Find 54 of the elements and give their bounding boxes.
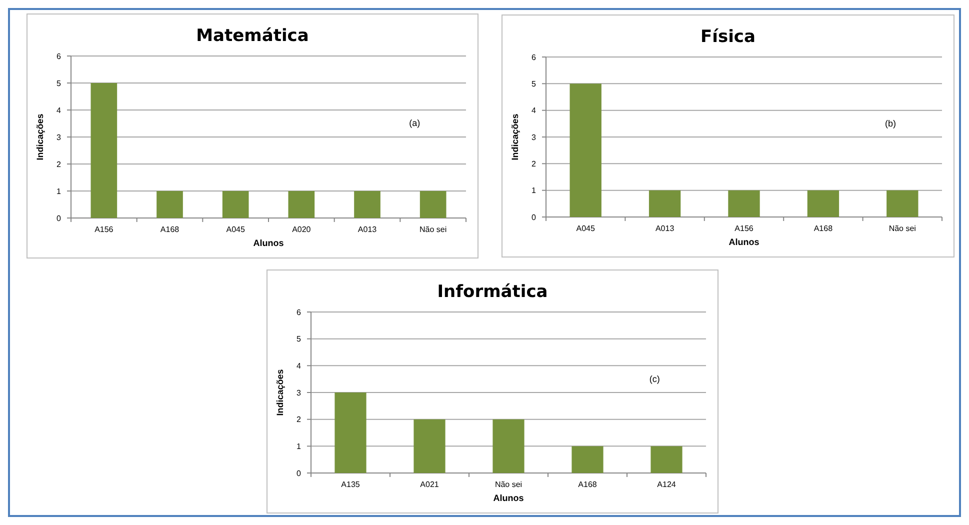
x-tick-label: Não sei — [420, 225, 447, 234]
x-axis-title: Alunos — [493, 493, 524, 503]
chart-title: Física — [700, 27, 756, 47]
x-tick-label: A013 — [655, 224, 675, 233]
bar — [650, 446, 682, 473]
y-tick-label: 2 — [56, 160, 62, 169]
y-tick-label: 0 — [532, 212, 537, 222]
y-tick-label: 3 — [296, 388, 302, 398]
y-tick-label: 4 — [56, 106, 62, 115]
x-axis-title: Alunos — [253, 238, 284, 248]
y-tick-label: 1 — [532, 186, 537, 196]
x-tick-label: A156 — [734, 224, 754, 233]
y-tick-label: 5 — [532, 79, 537, 88]
x-tick-label: A168 — [578, 480, 598, 489]
x-tick-label: Não sei — [494, 480, 522, 489]
y-tick-label: 0 — [296, 468, 302, 478]
y-tick-label: 6 — [56, 52, 62, 61]
annotation: (c) — [649, 374, 660, 384]
x-tick-label: A168 — [814, 224, 834, 233]
chart-title: Matemática — [196, 26, 309, 46]
x-axis-title: Alunos — [728, 237, 760, 247]
y-tick-label: 4 — [296, 361, 302, 370]
chart-title: Informática — [437, 282, 548, 302]
y-tick-label: 2 — [532, 159, 537, 168]
x-tick-label: A124 — [657, 480, 676, 489]
y-tick-label: 0 — [56, 214, 62, 223]
x-tick-label: A168 — [160, 225, 180, 234]
x-tick-label: Não sei — [888, 224, 916, 233]
y-tick-label: 3 — [532, 132, 537, 142]
x-tick-label: A013 — [358, 225, 378, 234]
y-tick-label: 4 — [532, 106, 537, 116]
bar — [492, 419, 524, 473]
y-tick-label: 2 — [296, 415, 302, 424]
x-tick-label: A045 — [226, 225, 246, 234]
y-tick-label: 6 — [532, 52, 537, 62]
y-tick-label: 6 — [296, 308, 302, 317]
y-tick-label: 1 — [296, 442, 302, 451]
x-tick-label: A021 — [420, 480, 440, 489]
y-tick-label: 5 — [56, 78, 62, 88]
bar — [334, 392, 366, 473]
bar — [414, 419, 446, 473]
y-tick-label: 1 — [56, 186, 62, 196]
x-tick-label: A045 — [576, 224, 596, 233]
y-axis-title: Indicações — [35, 114, 45, 160]
y-tick-label: 5 — [296, 334, 302, 344]
y-tick-label: 3 — [56, 132, 62, 142]
y-axis-title: Indicações — [510, 114, 520, 160]
y-axis-title: Indicações — [275, 369, 285, 416]
annotation: (a) — [409, 118, 420, 128]
x-tick-label: A156 — [94, 225, 114, 234]
bar — [572, 446, 604, 473]
annotation: (b) — [885, 118, 896, 128]
x-tick-label: A135 — [341, 480, 360, 489]
x-tick-label: A020 — [292, 225, 312, 234]
